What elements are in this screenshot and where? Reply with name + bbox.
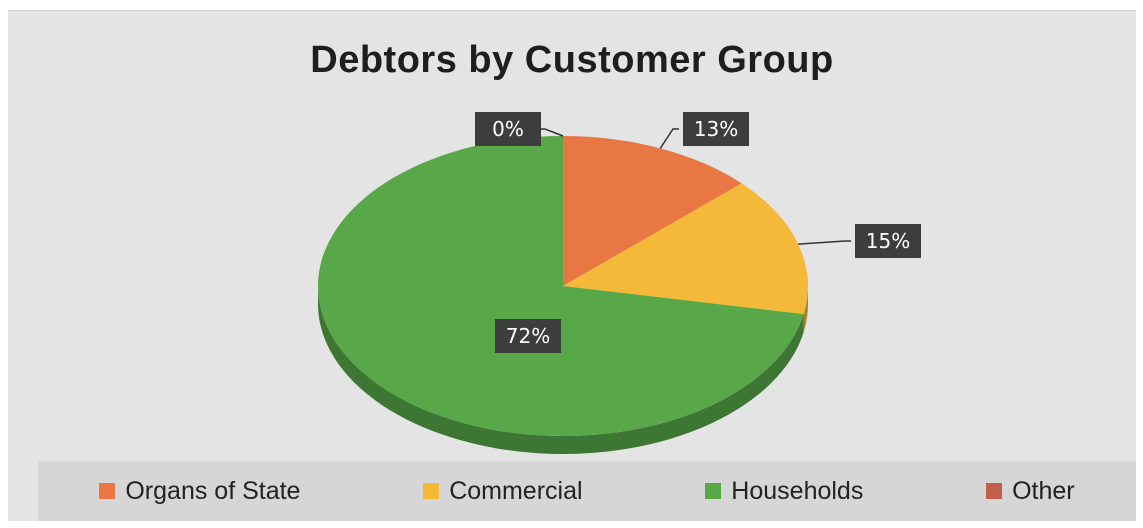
- data-label: 72%: [506, 324, 550, 348]
- legend-label: Organs of State: [125, 476, 301, 505]
- legend-label: Households: [731, 476, 864, 505]
- legend: Organs of State Commercial Households Ot…: [38, 461, 1136, 521]
- leader-line: [659, 128, 679, 149]
- data-label-box: [855, 224, 921, 258]
- pie-slice-side: [803, 286, 808, 333]
- pie-slice: [563, 183, 808, 315]
- legend-swatch: [423, 483, 440, 499]
- chart-title: Debtors by Customer Group: [310, 39, 834, 81]
- pie-chart: 0% 13% 15% 72%: [317, 112, 921, 455]
- legend-label: Commercial: [449, 476, 583, 505]
- data-label-box: [683, 112, 749, 146]
- legend-item-households: Households: [705, 477, 863, 506]
- pie-slice: [563, 136, 742, 286]
- data-label-box: [475, 112, 541, 146]
- pie-slice: [317, 136, 804, 436]
- legend-swatch: [986, 483, 1003, 499]
- data-label: 15%: [866, 229, 910, 253]
- chart-area: Debtors by Customer Group 0% 13% 15% 72% Or…: [8, 10, 1136, 521]
- data-label-box: [495, 319, 561, 353]
- legend-swatch: [705, 483, 722, 499]
- legend-label: Other: [1012, 476, 1075, 505]
- legend-item-organs-of-state: Organs of State: [99, 477, 300, 506]
- legend-swatch: [99, 483, 116, 499]
- data-label: 13%: [694, 117, 738, 141]
- leader-line: [798, 240, 851, 245]
- legend-item-other: Other: [986, 477, 1075, 506]
- legend-item-commercial: Commercial: [423, 476, 583, 506]
- data-label: 0%: [492, 117, 524, 141]
